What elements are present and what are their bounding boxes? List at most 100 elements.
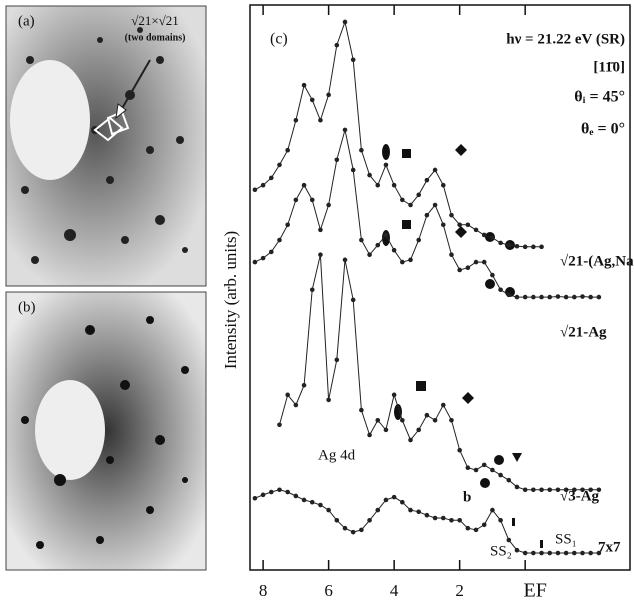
- data-point: [301, 382, 307, 388]
- data-point: [359, 237, 364, 243]
- data-point: [277, 422, 282, 428]
- data-point: [359, 147, 364, 153]
- spectrum-line: [254, 20, 542, 248]
- data-point: [424, 512, 430, 518]
- data-point: [506, 477, 512, 483]
- data-point: [277, 487, 282, 493]
- data-point: [350, 297, 356, 303]
- data-point: [293, 493, 299, 499]
- data-point: [318, 502, 323, 508]
- annotation: SS₁: [555, 531, 577, 547]
- data-point: [350, 57, 356, 63]
- data-point: [531, 244, 536, 250]
- data-point: [563, 294, 569, 300]
- data-point: [424, 177, 430, 183]
- data-point: [334, 157, 340, 163]
- data-point: [252, 259, 258, 265]
- data-point: [309, 197, 315, 203]
- data-point: [498, 240, 503, 246]
- x-tick-label: EF: [524, 580, 547, 602]
- x-tick-label: 6: [324, 581, 333, 600]
- y-axis-label: Intensity (arb. units): [221, 231, 240, 369]
- legend-label: 7x7: [598, 539, 621, 555]
- data-point: [539, 550, 544, 556]
- data-point: [440, 182, 446, 188]
- data-point: [416, 237, 422, 243]
- data-point: [277, 237, 282, 243]
- data-point: [318, 252, 323, 258]
- data-point: [416, 192, 422, 198]
- data-point: [555, 550, 561, 556]
- data-point: [408, 437, 413, 443]
- data-point: [506, 242, 512, 248]
- data-point: [440, 222, 446, 228]
- data-point: [342, 127, 348, 133]
- data-point: [342, 257, 348, 263]
- data-point: [400, 499, 405, 505]
- data-point: [268, 249, 274, 255]
- data-point: [580, 294, 585, 299]
- data-point: [260, 182, 266, 188]
- data-point: [580, 550, 585, 556]
- data-point: [547, 487, 553, 493]
- annotation: θᵢ = 45°: [574, 89, 625, 106]
- data-point: [432, 515, 438, 521]
- annotation: (two domains): [125, 32, 186, 43]
- data-point: [522, 487, 528, 493]
- leed-panel-a: (a) √21×√21 (two domains): [5, 5, 207, 287]
- data-point: [326, 397, 331, 403]
- spectra-chart: (c) Intensity (arb. units) hν = 21.22 eV…: [221, 4, 634, 602]
- data-point: [318, 117, 323, 123]
- leed-panel-b: (b): [5, 291, 207, 571]
- data-point: [326, 92, 331, 98]
- data-point: [522, 294, 528, 300]
- data-point: [285, 392, 290, 398]
- legend-label: √3-Ag: [560, 488, 600, 504]
- annotation: √21×√21: [131, 13, 179, 28]
- data-point: [367, 517, 372, 523]
- data-point: [473, 527, 479, 533]
- data-point: [547, 294, 553, 300]
- data-point: [342, 19, 348, 25]
- data-point: [539, 294, 544, 300]
- spectrum-line: [279, 254, 599, 491]
- data-point: [473, 227, 479, 233]
- data-point: [457, 267, 462, 273]
- data-point: [531, 294, 536, 300]
- data-point: [449, 252, 454, 258]
- data-point: [547, 550, 553, 556]
- panel-label: (c): [270, 31, 288, 48]
- data-point: [588, 550, 593, 556]
- data-point: [326, 507, 331, 513]
- data-point: [309, 287, 315, 293]
- data-point: [498, 472, 503, 478]
- spectrum-line: [254, 489, 599, 554]
- data-point: [596, 487, 602, 493]
- data-point: [350, 529, 356, 535]
- data-point: [383, 427, 389, 433]
- data-point: [572, 487, 577, 493]
- annotation: [11̄0]: [593, 59, 625, 75]
- data-point: [375, 507, 381, 513]
- data-point: [375, 182, 381, 188]
- data-point: [285, 222, 290, 228]
- data-point: [514, 243, 520, 249]
- data-point: [465, 265, 471, 271]
- data-point: [408, 202, 413, 208]
- data-point: [465, 222, 471, 228]
- data-point: [539, 244, 544, 250]
- plot-frame: [249, 4, 631, 571]
- data-point: [432, 202, 438, 208]
- data-point: [350, 167, 356, 173]
- data-point: [301, 497, 307, 503]
- data-point: [490, 507, 495, 513]
- legend-label: √21-(Ag,Na): [560, 253, 634, 269]
- data-point: [596, 294, 602, 300]
- data-point: [563, 550, 569, 556]
- annotation: hν = 21.22 eV (SR): [506, 31, 625, 47]
- feature-markers: [382, 144, 543, 548]
- data-point: [473, 467, 479, 473]
- data-point: [531, 487, 536, 493]
- panel-label: (a): [18, 13, 35, 29]
- data-point: [400, 197, 405, 203]
